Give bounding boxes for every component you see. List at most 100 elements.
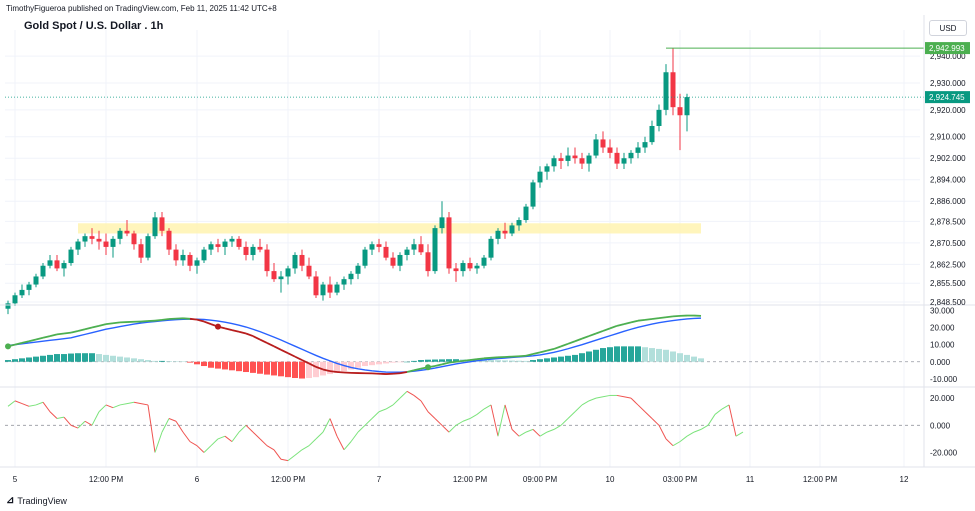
osc-line-segment — [343, 441, 352, 451]
macd-histogram-bar — [145, 360, 151, 362]
macd-histogram-bar — [271, 361, 277, 376]
osc-line-segment — [105, 404, 114, 409]
osc-line-segment — [469, 414, 478, 419]
candle-body — [467, 263, 473, 269]
macd-histogram-bar — [558, 356, 564, 362]
macd-histogram-bar — [502, 360, 508, 362]
macd-pane — [5, 314, 920, 379]
x-tick-label: 6 — [195, 475, 200, 484]
macd-histogram-bar — [656, 348, 662, 362]
osc-line-segment — [546, 428, 555, 433]
osc-line-segment — [434, 418, 443, 426]
candle-body — [376, 244, 382, 247]
osc-line-segment — [707, 414, 716, 426]
macd-line-segment — [329, 370, 338, 373]
candle-body — [236, 238, 242, 247]
macd-histogram-bar — [537, 359, 543, 362]
candle-body — [208, 244, 214, 250]
candle-body — [103, 241, 109, 247]
candle-body — [418, 244, 424, 253]
symbol-title: Gold Spot / U.S. Dollar . 1h — [24, 20, 164, 32]
macd-line-segment — [98, 323, 107, 327]
candle-body — [341, 279, 347, 285]
osc-line-segment — [518, 431, 527, 437]
macd-line-segment — [322, 368, 331, 373]
osc-line-segment — [147, 404, 156, 453]
macd-line-segment — [203, 320, 212, 325]
candlestick-series — [5, 47, 924, 315]
osc-line-segment — [217, 435, 226, 440]
macd-histogram-bar — [89, 353, 95, 362]
osc-line-segment — [259, 438, 268, 447]
osc-line-segment — [315, 431, 324, 440]
candle-body — [222, 241, 228, 247]
macd-line-segment — [189, 317, 198, 321]
osc-line-segment — [497, 404, 506, 437]
osc-line-segment — [294, 449, 303, 456]
candle-body — [516, 220, 522, 226]
osc-line-segment — [336, 435, 345, 451]
macd-histogram-bar — [166, 361, 172, 362]
macd-line-segment — [518, 354, 527, 358]
price-tick-label: 2,886.000 — [930, 197, 966, 206]
candle-body — [320, 284, 326, 296]
macd-tick-label: 0.000 — [930, 358, 951, 367]
osc-line-segment — [252, 431, 261, 440]
macd-histogram-bar — [383, 361, 389, 364]
macd-line-segment — [595, 330, 604, 335]
macd-histogram-bar — [278, 361, 284, 377]
candle-body — [537, 171, 543, 183]
candle-body — [607, 147, 613, 153]
candle-body — [432, 228, 438, 272]
macd-line-segment — [154, 318, 163, 322]
x-tick-label: 12:00 PM — [803, 475, 838, 484]
macd-histogram-bar — [110, 355, 116, 362]
osc-line-segment — [7, 400, 16, 407]
candle-body — [278, 276, 284, 280]
candle-body — [495, 230, 501, 239]
osc-line-segment — [210, 438, 219, 447]
macd-histogram-bar — [187, 361, 193, 363]
macd-line-segment — [616, 323, 625, 327]
macd-line-segment — [434, 363, 443, 367]
osc-line-segment — [224, 435, 233, 443]
macd-line-segment — [406, 369, 415, 373]
osc-line-segment — [644, 411, 653, 419]
osc-tick-label: 20.000 — [930, 394, 955, 403]
osc-line-segment — [700, 424, 709, 430]
osc-line-segment — [196, 445, 205, 453]
candle-body — [572, 155, 578, 159]
osc-line-segment — [322, 418, 331, 433]
macd-line-segment — [392, 372, 401, 375]
macd-histogram-bar — [390, 361, 396, 363]
candle-body — [285, 268, 291, 277]
currency-button[interactable]: USD — [929, 20, 967, 36]
macd-histogram-bar — [355, 361, 361, 368]
candle-body — [89, 236, 95, 239]
macd-line-segment — [294, 355, 303, 361]
macd-histogram-bar — [439, 359, 445, 362]
osc-line-segment — [154, 431, 163, 453]
macd-line-segment — [287, 352, 296, 358]
macd-histogram-bar — [698, 358, 704, 362]
macd-histogram-bar — [677, 353, 683, 362]
macd-line-segment — [161, 318, 170, 321]
macd-histogram-bar — [397, 361, 403, 363]
candle-body — [600, 139, 606, 148]
macd-histogram-bar — [607, 347, 613, 362]
macd-histogram-bar — [257, 361, 263, 374]
candle-body — [509, 225, 515, 234]
macd-line-segment — [644, 318, 653, 321]
macd-histogram-bar — [586, 351, 592, 362]
macd-histogram-bar — [614, 346, 620, 362]
osc-line-segment — [490, 404, 499, 437]
macd-histogram-bar — [663, 349, 669, 362]
x-tick-label: 12:00 PM — [271, 475, 306, 484]
macd-line-segment — [231, 329, 240, 333]
candle-body — [635, 147, 641, 153]
candle-body — [362, 249, 368, 266]
price-tick-label: 2,870.500 — [930, 239, 966, 248]
macd-line-segment — [448, 360, 457, 364]
macd-histogram-bar — [299, 361, 305, 379]
